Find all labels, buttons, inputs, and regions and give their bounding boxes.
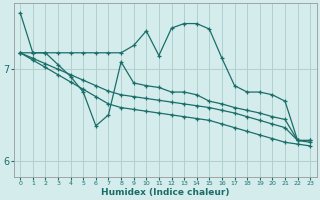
X-axis label: Humidex (Indice chaleur): Humidex (Indice chaleur)	[101, 188, 229, 197]
